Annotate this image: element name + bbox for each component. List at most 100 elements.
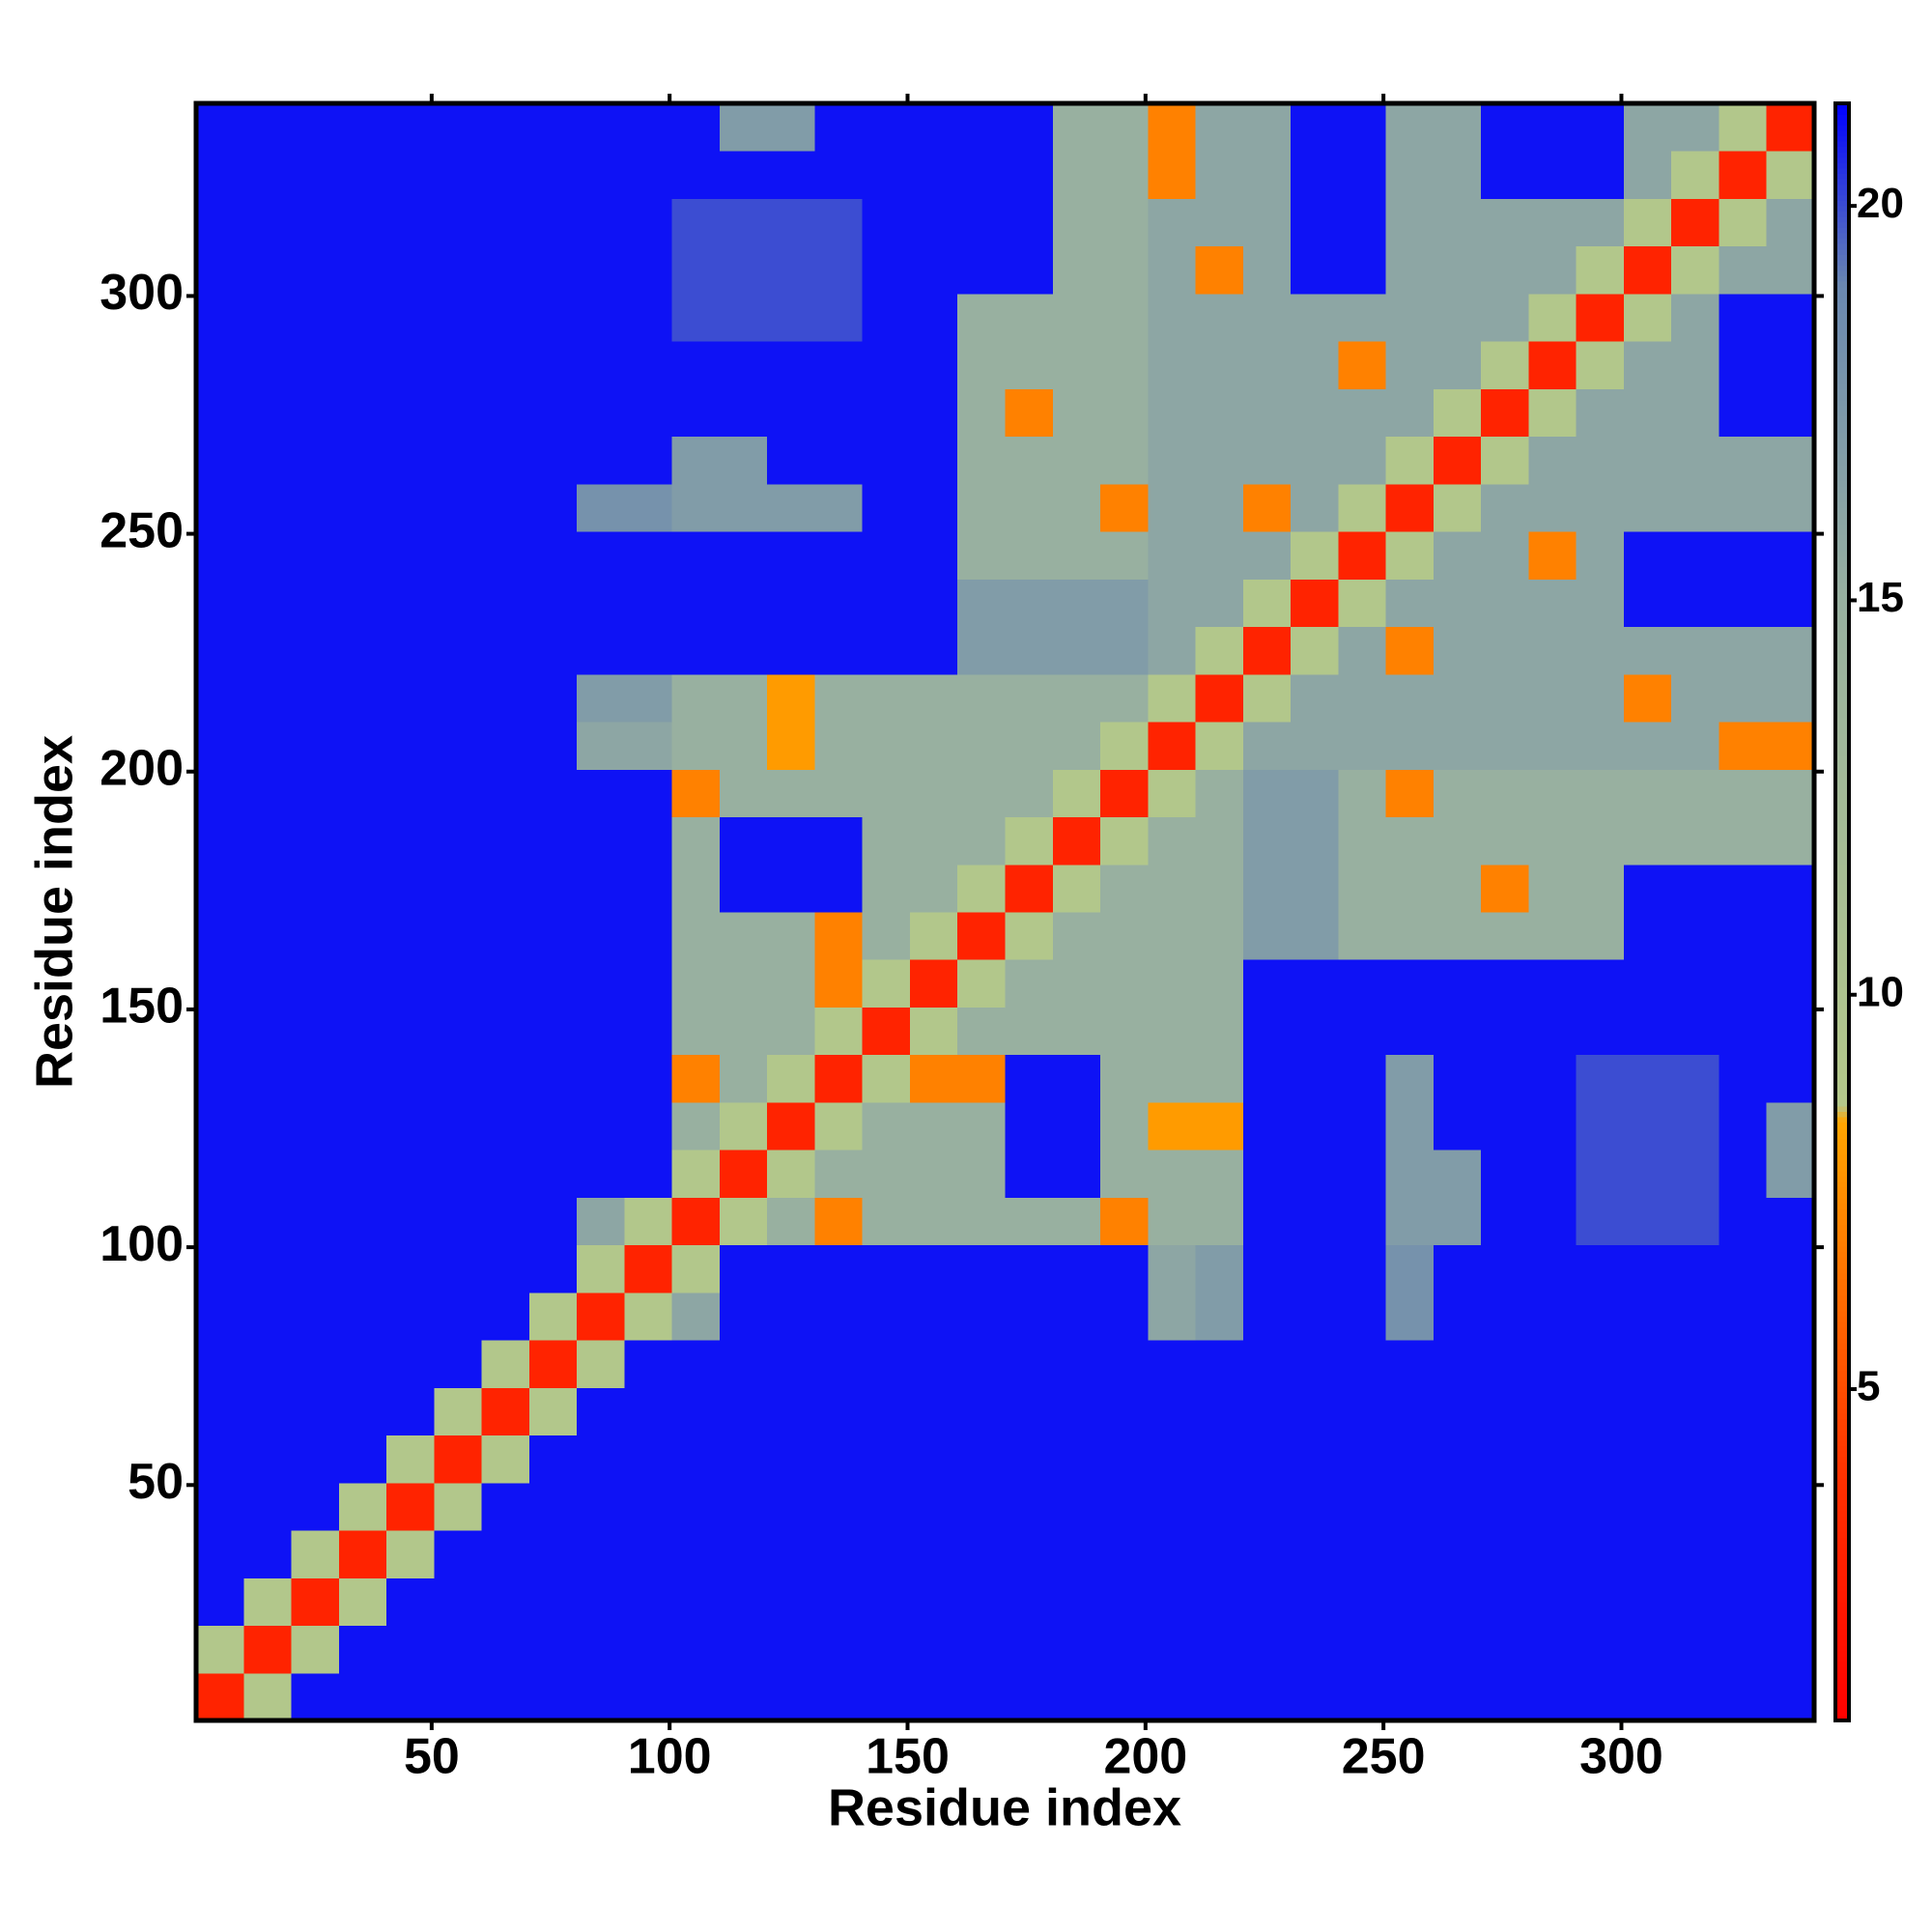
cell: [909, 198, 958, 247]
cell: [624, 1197, 673, 1246]
cell: [1005, 864, 1054, 913]
cell: [814, 816, 864, 866]
cell: [481, 864, 530, 913]
cell: [577, 531, 625, 580]
colorbar-segment: [1835, 1445, 1849, 1452]
cell: [481, 673, 530, 723]
cell: [671, 151, 721, 199]
cell: [1719, 245, 1768, 295]
cell: [1242, 531, 1292, 580]
cell: [338, 1054, 387, 1103]
cell: [338, 1292, 387, 1341]
cell: [481, 1340, 530, 1388]
cell: [1148, 1625, 1197, 1674]
cell: [1338, 1387, 1387, 1436]
cell: [957, 1482, 1006, 1531]
colorbar-segment: [1835, 351, 1849, 357]
cell: [1481, 1530, 1529, 1578]
cell: [957, 1292, 1006, 1341]
cell: [1433, 245, 1482, 295]
cell: [719, 1340, 768, 1388]
cell: [1242, 483, 1292, 532]
cell: [862, 293, 911, 342]
cell: [909, 388, 958, 438]
cell: [1433, 436, 1482, 485]
colorbar-segment: [1835, 658, 1849, 665]
cell: [1242, 1101, 1292, 1151]
colorbar-segment: [1835, 1520, 1849, 1527]
cell: [1338, 864, 1387, 913]
cell: [528, 864, 578, 913]
cell: [1528, 245, 1577, 295]
cell: [1671, 1292, 1719, 1341]
cell: [1242, 1340, 1292, 1388]
cell: [814, 103, 864, 152]
cell: [291, 1340, 340, 1388]
colorbar-segment: [1835, 184, 1849, 190]
cell: [386, 436, 435, 485]
colorbar-segment: [1835, 1504, 1849, 1511]
colorbar-segment: [1835, 1569, 1849, 1576]
cell: [814, 864, 864, 913]
cell: [909, 1054, 958, 1103]
cell: [957, 959, 1006, 1008]
cell: [1100, 1007, 1149, 1056]
cell: [291, 626, 340, 675]
cell: [386, 579, 435, 628]
cell: [528, 1577, 578, 1627]
cell: [338, 722, 387, 770]
cell: [1005, 436, 1054, 485]
cell: [386, 1101, 435, 1151]
cell: [719, 1672, 768, 1721]
cell: [291, 722, 340, 770]
cell: [577, 864, 625, 913]
colorbar-segment: [1835, 1267, 1849, 1274]
cell: [434, 1197, 483, 1246]
cell: [671, 341, 721, 389]
cell: [1385, 1150, 1435, 1198]
colorbar-segment: [1835, 1391, 1849, 1398]
cell: [1481, 341, 1529, 389]
cell: [1100, 864, 1149, 913]
cell: [1576, 1292, 1625, 1341]
cell: [1623, 198, 1672, 247]
cell: [1671, 1244, 1719, 1293]
cell: [1338, 769, 1387, 818]
cell: [862, 1435, 911, 1484]
colorbar-segment: [1835, 809, 1849, 816]
cell: [386, 959, 435, 1008]
cell: [814, 959, 864, 1008]
cell: [1576, 1435, 1625, 1484]
cell: [719, 769, 768, 818]
cell: [1291, 388, 1339, 438]
cell: [1385, 341, 1435, 389]
cell: [1528, 1197, 1577, 1246]
cell: [1100, 151, 1149, 199]
cell: [196, 1340, 244, 1388]
cell: [1766, 1197, 1815, 1246]
colorbar-segment: [1835, 1462, 1849, 1468]
cell: [481, 722, 530, 770]
cell: [624, 1054, 673, 1103]
colorbar-segment: [1835, 1230, 1849, 1236]
cell: [1481, 531, 1529, 580]
cell: [528, 198, 578, 247]
cell: [767, 1054, 815, 1103]
colorbar-segment: [1835, 696, 1849, 702]
cell: [528, 673, 578, 723]
cell: [1242, 388, 1292, 438]
cell: [1195, 1672, 1244, 1721]
cell: [1766, 1054, 1815, 1103]
cell: [291, 1435, 340, 1484]
cell: [1291, 293, 1339, 342]
cell: [957, 483, 1006, 532]
cell: [243, 579, 293, 628]
colorbar-segment: [1835, 938, 1849, 946]
cell: [719, 293, 768, 342]
cell: [957, 579, 1006, 628]
colorbar-segment: [1835, 426, 1849, 433]
cell: [481, 1292, 530, 1341]
x-tick-label: 100: [628, 1729, 712, 1785]
cell: [1100, 1482, 1149, 1531]
colorbar-segment: [1835, 981, 1849, 988]
